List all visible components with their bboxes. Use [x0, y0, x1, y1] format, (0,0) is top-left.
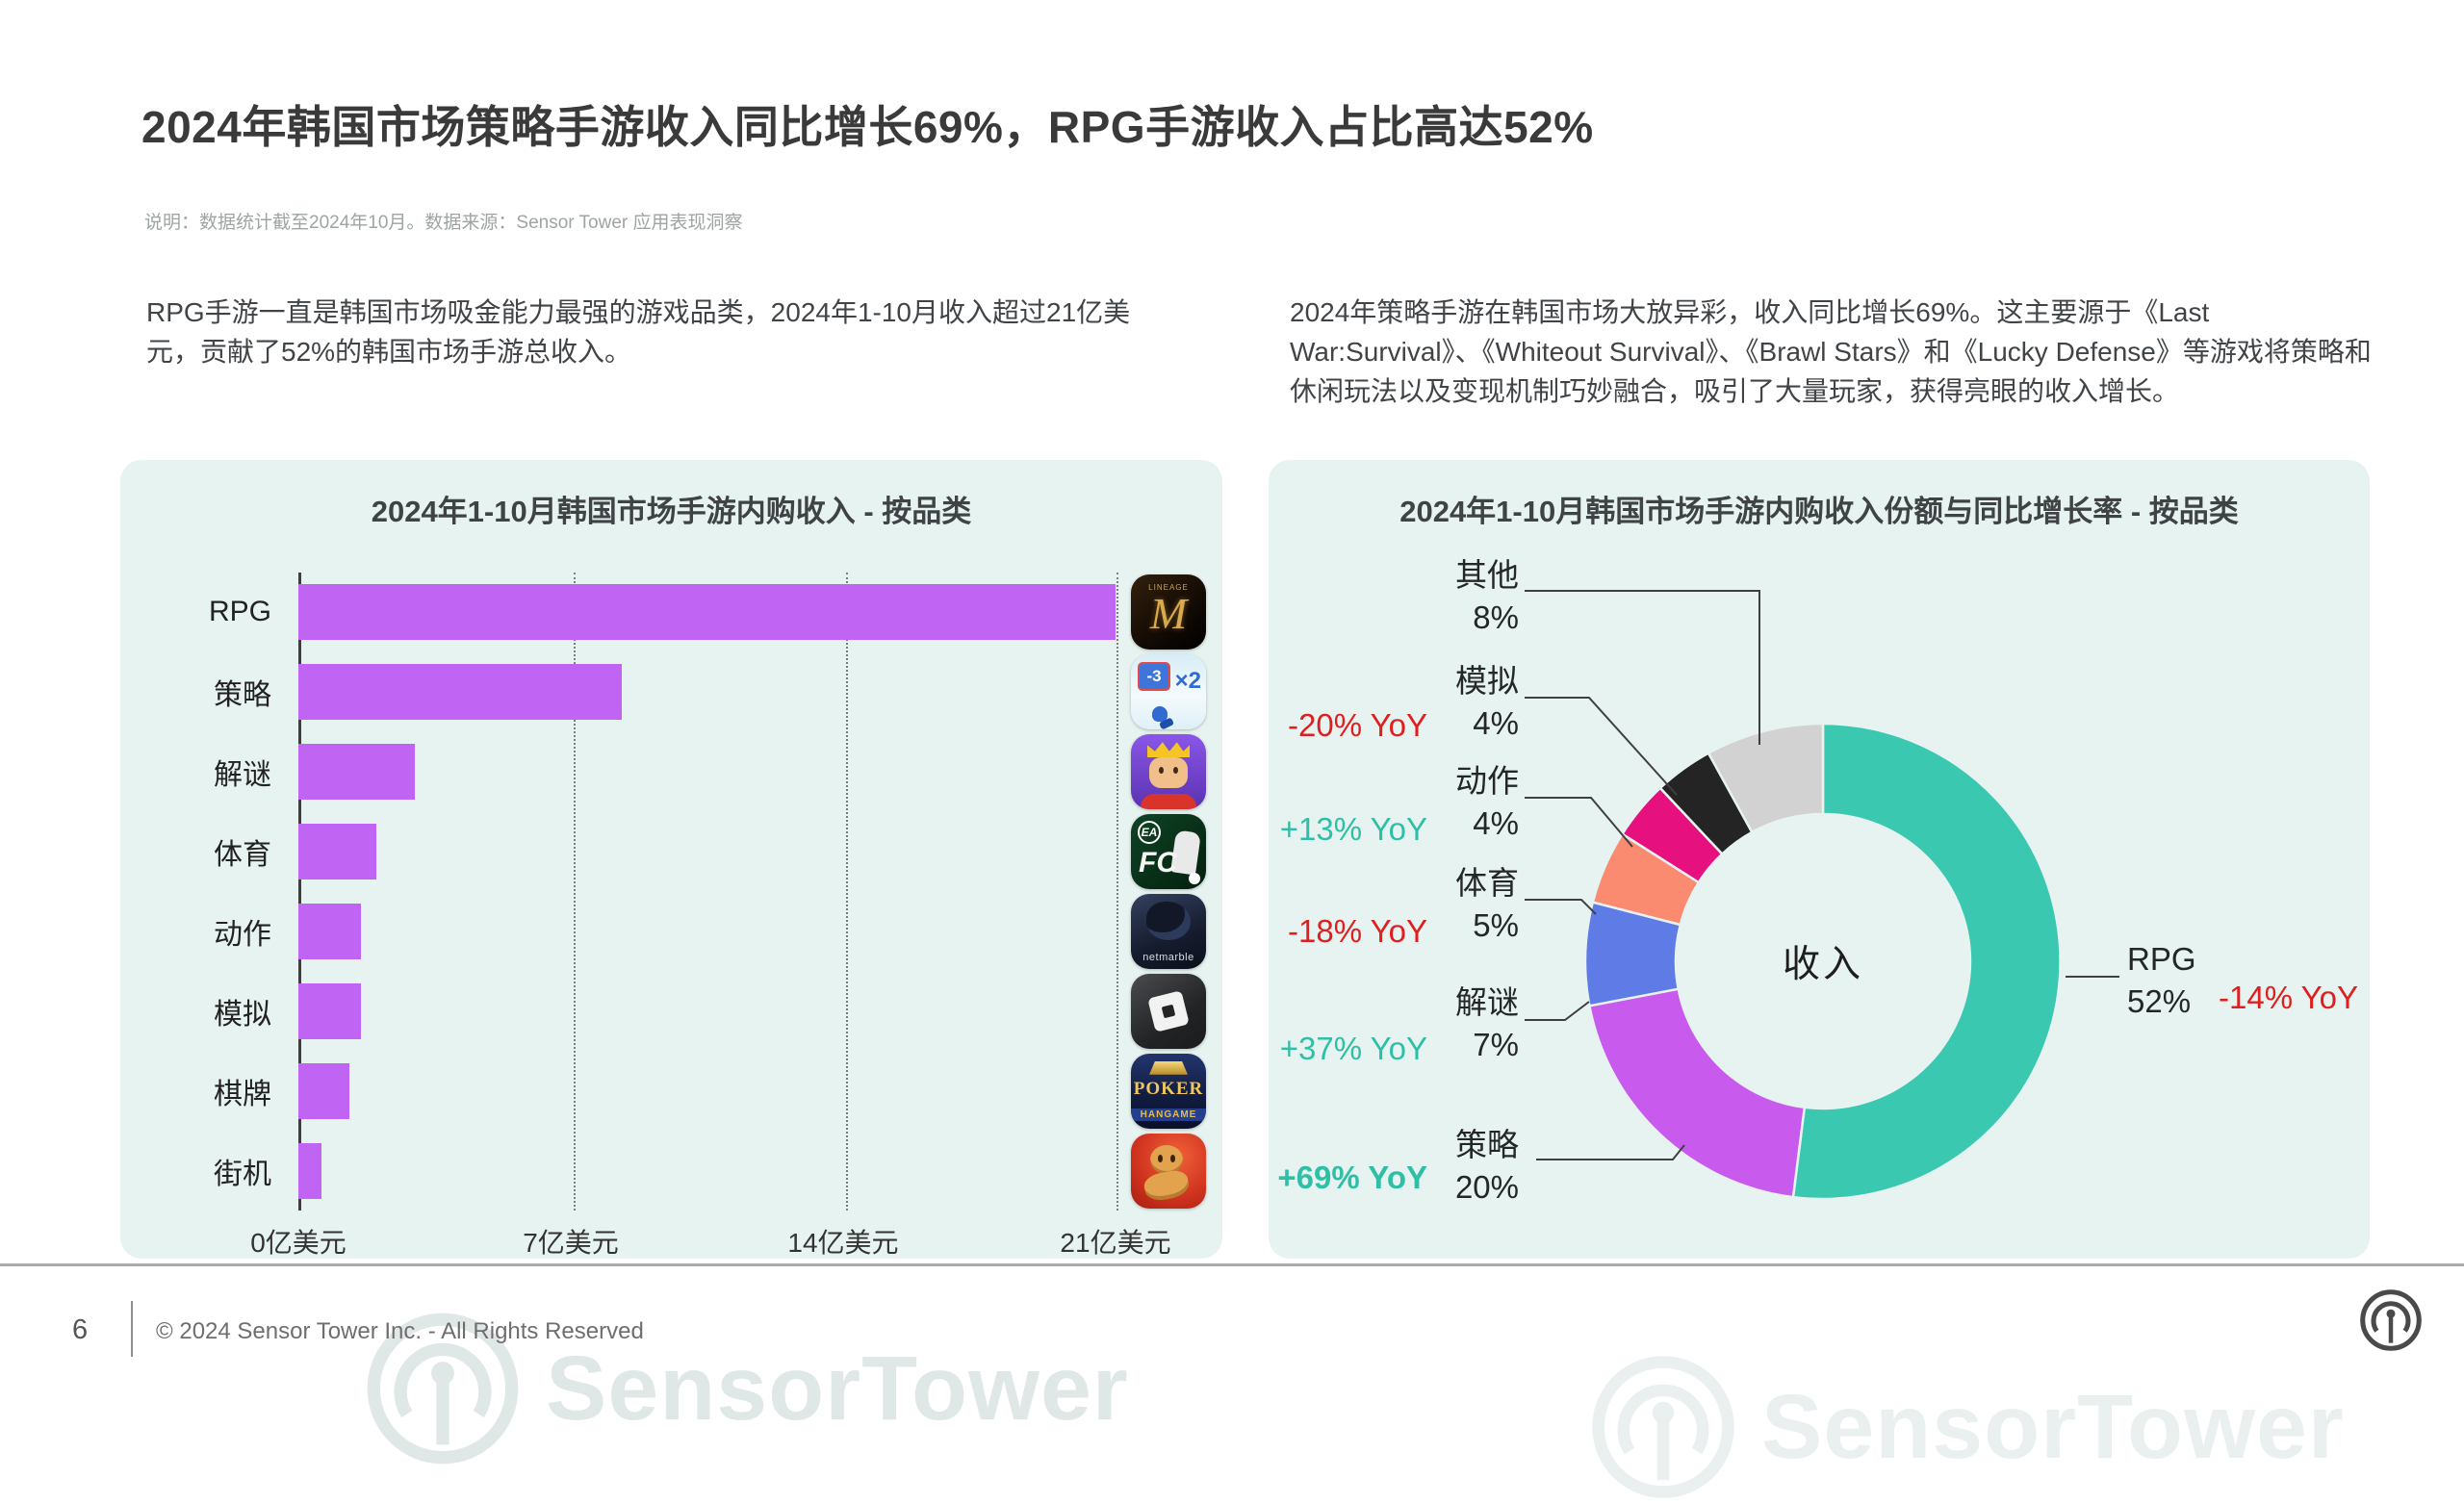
- bar-rows: RPG LINEAGE M 策略 -3 ×2 解谜体育 EA FC 动作 netmarble 模拟棋牌…: [120, 573, 1222, 1211]
- yoy-strategy: +69% YoY: [1277, 1160, 1427, 1195]
- bar-category-label: 解谜: [214, 759, 271, 792]
- label-leader-line: [1525, 899, 1597, 915]
- bar-track: [298, 1142, 1116, 1199]
- bar-category-label: 动作: [214, 918, 271, 951]
- yoy-rpg: -14% YoY: [2219, 980, 2358, 1015]
- x-axis-ticks: 0亿美元 7亿美元 14亿美元 21亿美元: [250, 1222, 1170, 1261]
- app-icon-ea-sports-fc: EA FC: [1131, 814, 1206, 890]
- bar-track: [298, 1062, 1116, 1119]
- app-icon-lineage-m: LINEAGE M: [1131, 574, 1206, 650]
- footer-vertical-divider: [131, 1301, 133, 1357]
- donut-chart: [1525, 590, 2119, 1201]
- yoy-puzzle: +37% YoY: [1279, 1031, 1427, 1066]
- app-icon-cell: POKER HANGAME: [1116, 1053, 1221, 1129]
- donut-label-rpg: RPG 52%: [2127, 941, 2196, 1019]
- footer-divider-rule: [0, 1263, 2464, 1266]
- app-icon-cookie-run: [1131, 1133, 1206, 1209]
- copyright-text: © 2024 Sensor Tower Inc. - All Rights Re…: [156, 1318, 644, 1344]
- bar-row-街机: 街机: [120, 1131, 1222, 1211]
- bar-track: [298, 982, 1116, 1039]
- sensortower-logo-icon: [2356, 1286, 2426, 1360]
- yoy-action: +13% YoY: [1279, 811, 1427, 847]
- donut-label-sports: 体育 5%: [1455, 865, 1519, 943]
- donut-center-label: 收入: [1782, 944, 1864, 985]
- app-icon-poker-hangame: POKER HANGAME: [1131, 1053, 1206, 1129]
- bar-track: [298, 824, 1116, 880]
- x-tick-label: 14亿美元: [787, 1228, 899, 1258]
- bar-category-label: RPG: [208, 596, 271, 628]
- bar-row-策略: 策略 -3 ×2: [120, 652, 1222, 732]
- bar-row-模拟: 模拟: [120, 971, 1222, 1051]
- app-icon-royal-match: [1131, 734, 1206, 810]
- app-icon-roblox: [1131, 973, 1206, 1049]
- gridline-21: [1116, 573, 1119, 1211]
- bar-RPG: [298, 584, 1116, 641]
- label-leader-line: [1525, 1001, 1590, 1021]
- x-tick-label: 0亿美元: [250, 1228, 346, 1258]
- app-icon-cell: netmarble: [1116, 893, 1221, 969]
- bar-体育: [298, 824, 376, 880]
- donut-label-simulation: 模拟 4%: [1455, 663, 1519, 741]
- x-tick-label: 7亿美元: [523, 1228, 619, 1258]
- app-icon-cell: [1116, 973, 1221, 1049]
- bar-chart-gridlines: [298, 573, 1119, 1211]
- donut-label-action: 动作 4%: [1455, 763, 1519, 841]
- app-icon-cell: EA FC: [1116, 814, 1221, 890]
- app-icon-cell: -3 ×2: [1116, 654, 1221, 730]
- app-icon-cell: [1116, 1133, 1221, 1209]
- donut-chart-title: 2024年1-10月韩国市场手游内购收入份额与同比增长率 - 按品类: [1399, 495, 2239, 528]
- yoy-simulation: -20% YoY: [1288, 707, 1427, 743]
- bar-track: [298, 903, 1116, 959]
- bar-row-动作: 动作 netmarble: [120, 892, 1222, 972]
- app-icon-cell: LINEAGE M: [1116, 574, 1221, 650]
- donut-segment-其他: [1707, 722, 1825, 834]
- page-number: 6: [72, 1314, 89, 1345]
- bar-街机: [298, 1142, 322, 1199]
- app-icon-last-war-survival: -3 ×2: [1131, 654, 1206, 730]
- label-leader-line: [1536, 1144, 1685, 1160]
- label-leader-line: [1525, 797, 1633, 848]
- x-tick-label: 21亿美元: [1060, 1228, 1171, 1258]
- bar-row-棋牌: 棋牌 POKER HANGAME: [120, 1051, 1222, 1131]
- bar-category-label: 棋牌: [214, 1078, 271, 1110]
- app-icon-cell: [1116, 734, 1221, 810]
- label-leader-line: [1525, 697, 1678, 796]
- donut-chart-panel: 2024年1-10月韩国市场手游内购收入份额与同比增长率 - 按品类 Senso…: [1269, 460, 2370, 1498]
- donut-label-other: 其他 8%: [1455, 557, 1519, 635]
- donut-label-puzzle: 解谜 7%: [1455, 984, 1519, 1062]
- sensortower-logo-icon: [1592, 1356, 1734, 1498]
- donut-label-strategy: 策略 20%: [1454, 1127, 1519, 1205]
- bar-策略: [298, 664, 622, 721]
- bar-category-label: 策略: [214, 679, 271, 712]
- gridline-7: [573, 573, 576, 1211]
- bar-chart-panel: 2024年1-10月韩国市场手游内购收入 - 按品类 SensorTower R…: [120, 460, 1222, 1465]
- app-icon-netmarble-rpg: netmarble: [1131, 893, 1206, 969]
- sensortower-watermark: SensorTower: [1586, 1350, 2345, 1504]
- bar-chart-title: 2024年1-10月韩国市场手游内购收入 - 按品类: [371, 495, 972, 528]
- bar-解谜: [298, 744, 416, 801]
- bar-模拟: [298, 982, 361, 1039]
- label-leader-line: [1525, 590, 1760, 745]
- bar-row-体育: 体育 EA FC: [120, 812, 1222, 892]
- bar-category-label: 街机: [214, 1158, 271, 1190]
- bar-track: [298, 584, 1116, 641]
- bar-row-解谜: 解谜: [120, 732, 1222, 812]
- bar-category-label: 体育: [214, 839, 271, 872]
- page-title: 2024年韩国市场策略手游收入同比增长69%，RPG手游收入占比高达52%: [141, 102, 1594, 152]
- bar-track: [298, 744, 1116, 801]
- bar-category-label: 模拟: [214, 998, 271, 1031]
- right-summary-paragraph: 2024年策略手游在韩国市场大放异彩，收入同比增长69%。这主要源于《Last …: [1290, 297, 2372, 406]
- source-note: 说明：数据统计截至2024年10月。数据来源：Sensor Tower 应用表现…: [144, 213, 743, 233]
- bar-row-RPG: RPG LINEAGE M: [120, 573, 1222, 652]
- bar-track: [298, 664, 1116, 721]
- left-summary-paragraph: RPG手游一直是韩国市场吸金能力最强的游戏品类，2024年1-10月收入超过21…: [146, 297, 1131, 367]
- yoy-sports: -18% YoY: [1288, 913, 1427, 949]
- gridline-14: [846, 573, 848, 1211]
- donut-segment-RPG: [1791, 722, 2062, 1201]
- donut-segment-策略: [1587, 987, 1807, 1199]
- bar-动作: [298, 903, 361, 959]
- bar-棋牌: [298, 1062, 349, 1119]
